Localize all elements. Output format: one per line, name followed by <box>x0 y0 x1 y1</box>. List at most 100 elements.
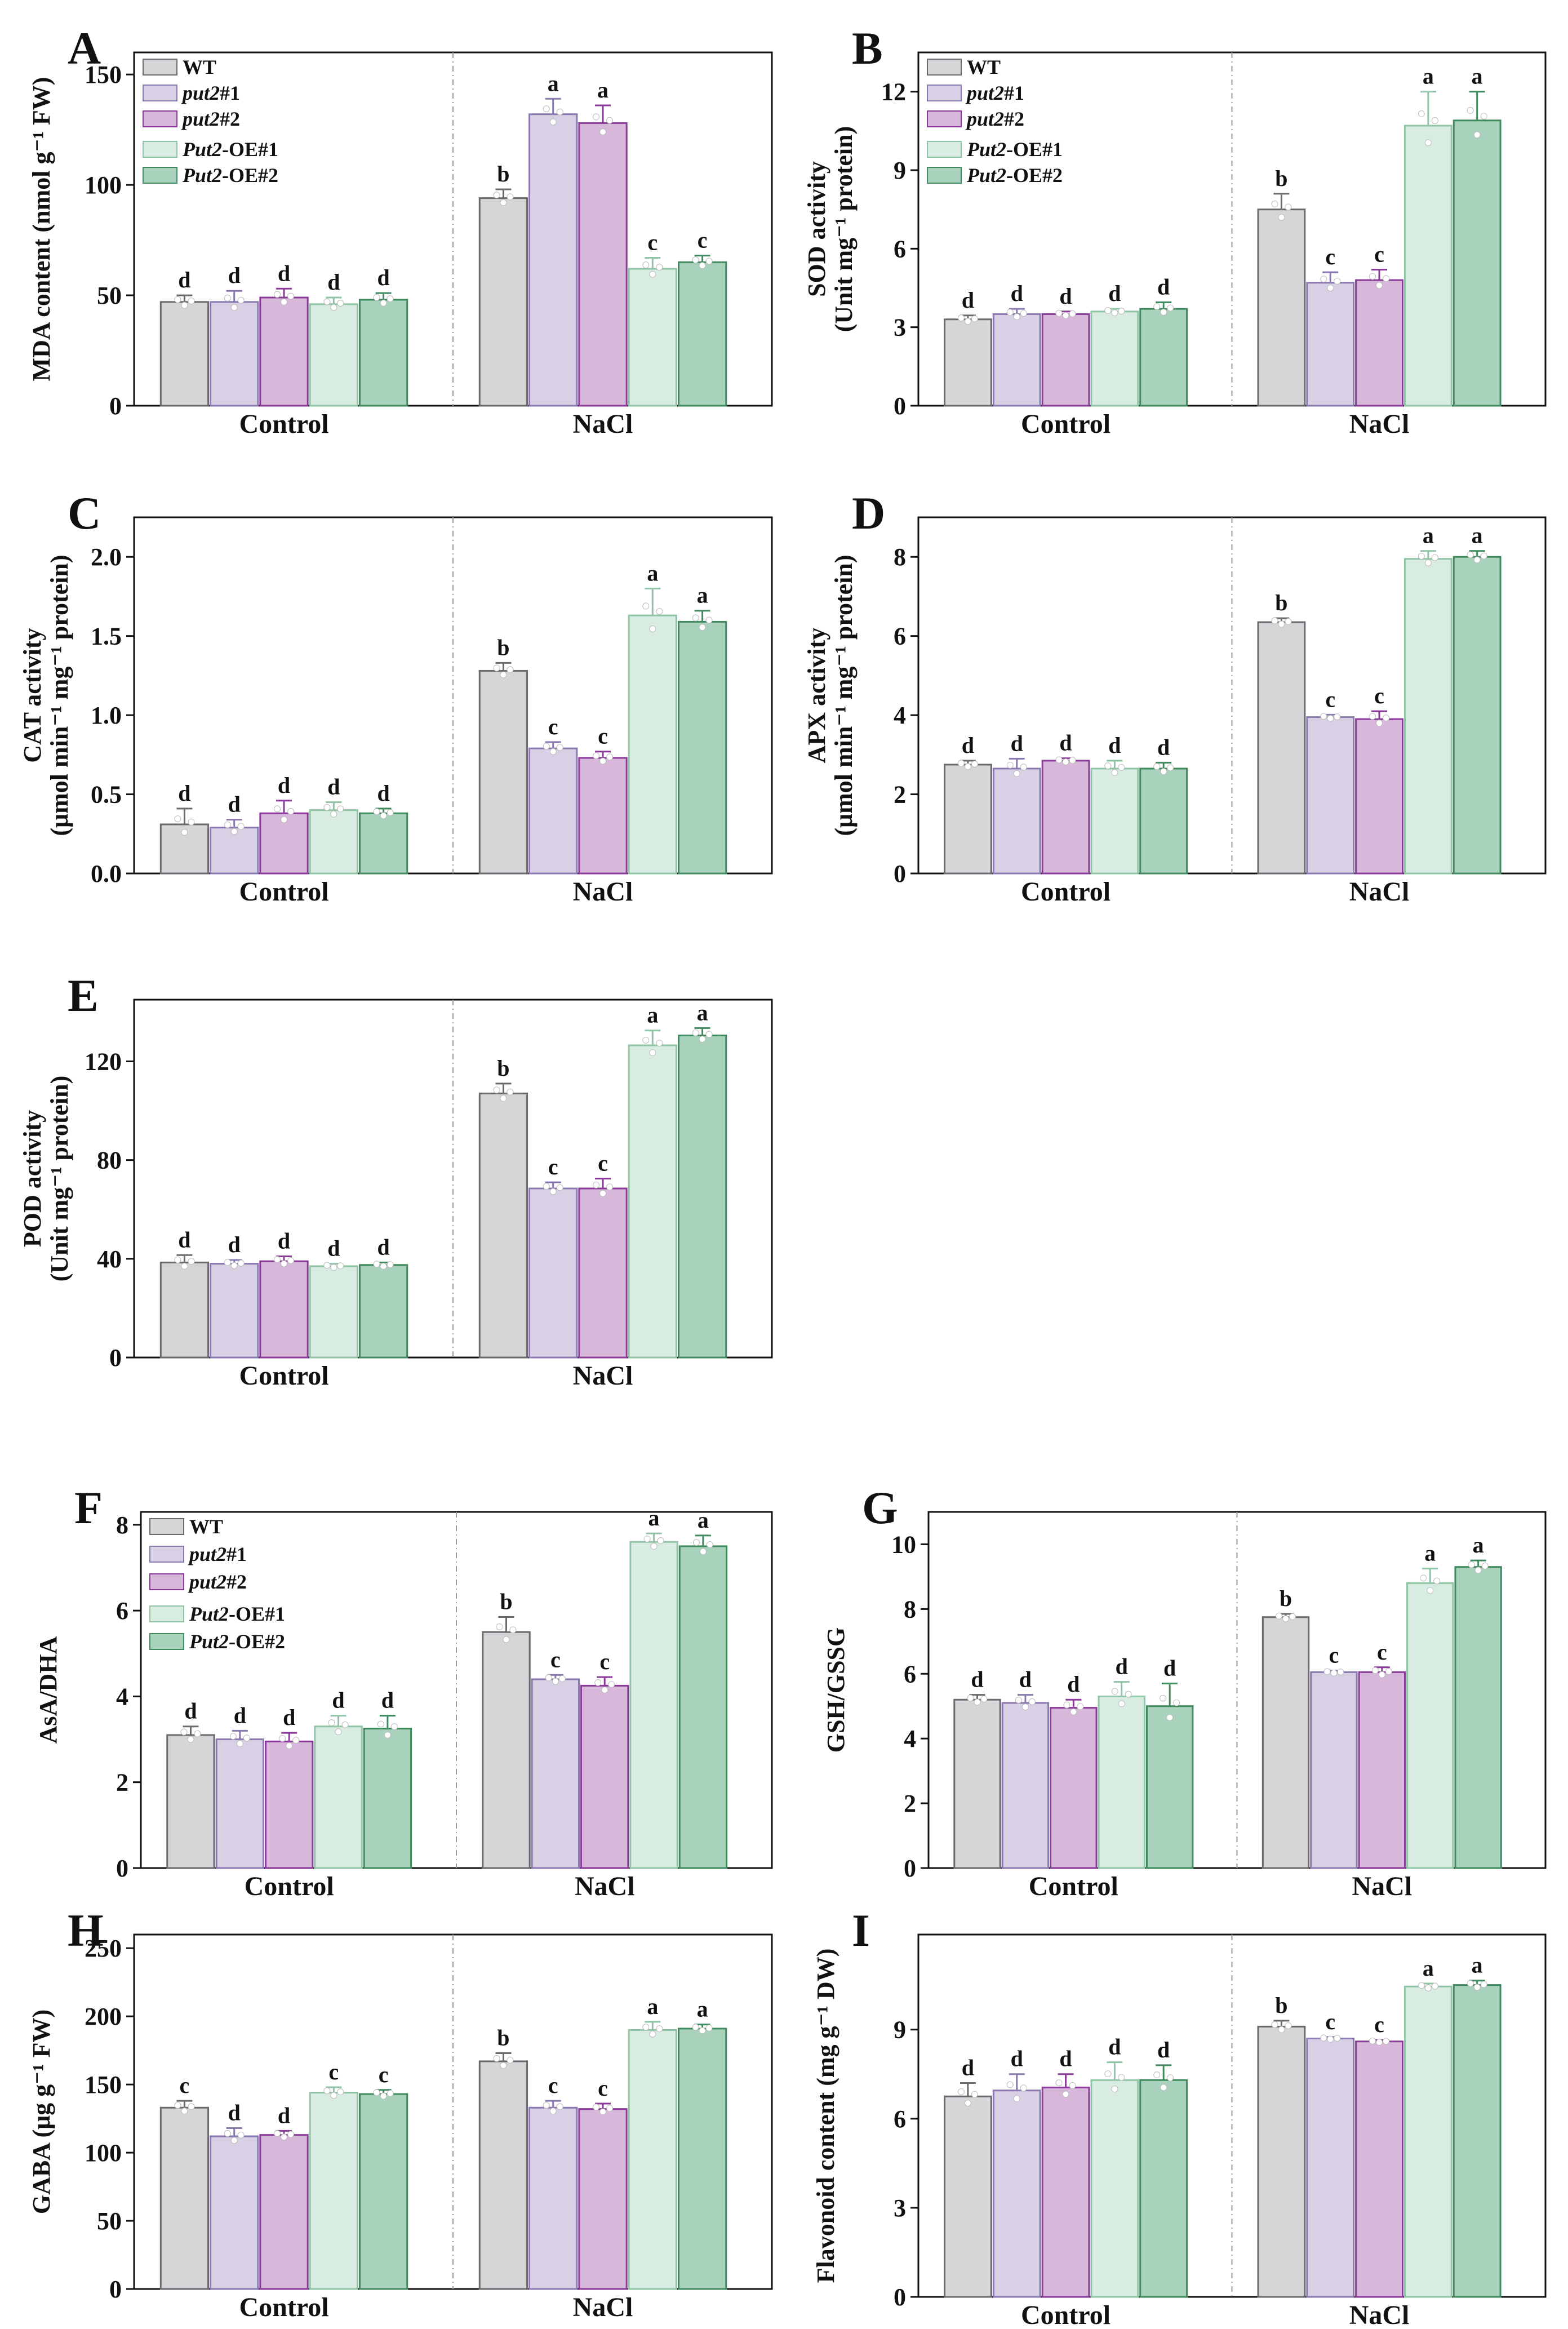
replicate-dot <box>1418 110 1425 117</box>
replicate-dot <box>1111 309 1118 317</box>
legend-swatch <box>143 141 177 158</box>
significance-letter: d <box>234 1702 246 1728</box>
significance-letter: c <box>1374 241 1384 267</box>
bar-a-0-1 <box>210 301 259 407</box>
replicate-dot <box>606 753 614 761</box>
legend-swatch <box>927 110 962 127</box>
significance-letter: d <box>327 1236 340 1261</box>
legend-label: Put2-OE#1 <box>182 138 278 161</box>
replicate-dot <box>1111 1688 1118 1695</box>
bar-a-1-4 <box>677 261 727 407</box>
x-category-label: NaCl <box>1349 409 1410 439</box>
replicate-dot <box>657 1537 664 1545</box>
replicate-dot <box>601 1687 608 1693</box>
legend-swatch <box>149 1633 184 1650</box>
replicate-dot <box>1474 1567 1482 1574</box>
replicate-dot <box>556 1184 563 1191</box>
panel-a: A 0 50 100 150 MDA content (nmol g⁻¹ FW) Contr… <box>28 23 773 439</box>
bar-a-0-0 <box>159 301 210 407</box>
bar-c-0-2 <box>259 812 309 875</box>
replicate-dot <box>1160 308 1167 316</box>
legend-swatch <box>149 1573 184 1590</box>
replicate-dot <box>1371 1667 1379 1674</box>
replicate-dot <box>380 2092 387 2100</box>
replicate-dot <box>230 828 238 835</box>
bar-c-1-3 <box>628 614 677 875</box>
replicate-dot <box>237 296 245 304</box>
replicate-dot <box>643 1535 651 1542</box>
replicate-dot <box>1420 1574 1427 1582</box>
replicate-dot <box>1063 1701 1070 1709</box>
replicate-dot <box>1070 1708 1077 1715</box>
replicate-dot <box>500 671 507 678</box>
replicate-dot <box>1111 769 1118 776</box>
significance-letter: d <box>278 773 290 798</box>
y-axis-label: AsA/DHA <box>34 1636 62 1744</box>
replicate-dot <box>656 2025 663 2033</box>
replicate-dot <box>1006 2081 1014 2088</box>
bar-f-1-0 <box>482 1631 531 1869</box>
significance-letter: a <box>697 583 708 608</box>
significance-letter: a <box>697 1000 708 1025</box>
panel-h: H 0 50 100 150 200 250 GABA (μg g⁻¹ FW) Control c… <box>28 1905 773 2322</box>
bar-b-0-4 <box>1139 308 1188 407</box>
replicate-dot <box>1481 1562 1489 1569</box>
replicate-dot <box>243 1734 250 1742</box>
significance-letter: b <box>500 1589 512 1614</box>
replicate-dot <box>180 1728 188 1736</box>
bar-i-0-1 <box>992 2090 1041 2298</box>
replicate-dot <box>608 1681 615 1688</box>
replicate-dot <box>237 1259 245 1267</box>
significance-letter: d <box>228 791 241 817</box>
replicate-dot <box>1383 715 1390 722</box>
significance-letter: d <box>228 1232 241 1257</box>
replicate-dot <box>1334 2035 1341 2042</box>
panel-letter: A <box>68 23 101 74</box>
replicate-dot <box>279 1735 286 1742</box>
bar-h-0-4 <box>358 2093 408 2290</box>
replicate-dot <box>1028 1698 1036 1705</box>
y-axis-label: SOD activity <box>803 161 830 297</box>
y-tick-label: 100 <box>85 171 122 199</box>
replicate-dot <box>224 294 231 301</box>
legend-label: Put2-OE#2 <box>182 164 278 187</box>
replicate-dot <box>1327 2035 1334 2043</box>
significance-letter: a <box>1472 523 1483 548</box>
replicate-dot <box>380 812 387 819</box>
replicate-dot <box>1111 2086 1118 2093</box>
y-tick-label: 250 <box>85 1935 122 1962</box>
replicate-dot <box>1271 2021 1278 2028</box>
replicate-dot <box>1069 310 1076 317</box>
panel-b: B 0 3 6 9 12 SOD activity (Unit mg⁻¹ protein) Co… <box>803 23 1547 439</box>
y-tick-label: 3 <box>894 2194 906 2222</box>
bar-e-0-3 <box>309 1265 358 1359</box>
y-tick-label: 80 <box>97 1147 122 1174</box>
replicate-dot <box>1320 713 1327 720</box>
bar-c-1-4 <box>677 620 727 875</box>
replicate-dot <box>1427 1587 1434 1594</box>
replicate-dot <box>337 299 344 307</box>
significance-letter: d <box>381 1688 394 1713</box>
significance-letter: c <box>548 2073 558 2098</box>
bar-h-1-1 <box>528 2106 578 2290</box>
replicate-dot <box>1278 620 1285 628</box>
panel-letter: H <box>68 1905 104 1956</box>
significance-letter: d <box>228 263 241 288</box>
panel-d: D 0 2 4 6 8 APX activity (μmol min⁻¹ mg⁻¹ prote… <box>803 487 1547 907</box>
significance-letter: d <box>377 265 389 290</box>
bar-g-1-1 <box>1310 1671 1358 1869</box>
y-axis-label: APX activity <box>803 628 830 764</box>
y-tick-label: 0 <box>904 1855 916 1882</box>
bar-d-1-3 <box>1403 558 1452 875</box>
replicate-dot <box>500 2062 507 2069</box>
replicate-dot <box>971 2091 978 2098</box>
bar-f-0-3 <box>314 1725 363 1869</box>
significance-letter: b <box>497 2025 509 2050</box>
replicate-dot <box>706 1541 713 1549</box>
replicate-dot <box>1424 559 1432 566</box>
y-tick-label: 8 <box>116 1511 128 1539</box>
replicate-dot <box>699 262 706 269</box>
replicate-dot <box>181 301 188 309</box>
x-category-label: NaCl <box>573 409 633 439</box>
significance-letter: b <box>1275 166 1287 191</box>
